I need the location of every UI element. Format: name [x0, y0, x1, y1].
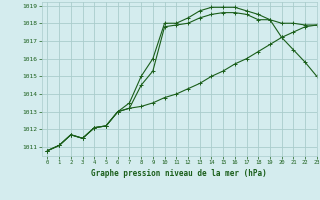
X-axis label: Graphe pression niveau de la mer (hPa): Graphe pression niveau de la mer (hPa) [91, 169, 267, 178]
